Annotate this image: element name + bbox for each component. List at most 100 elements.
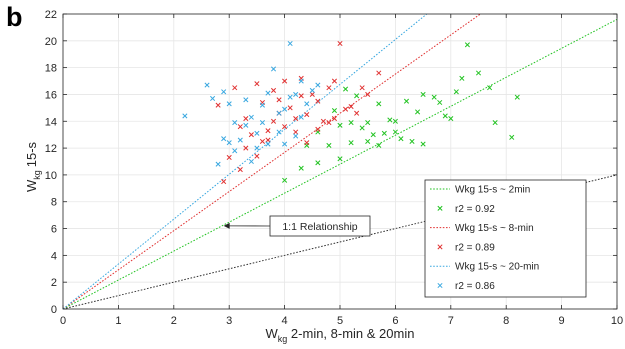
x-tick-label: 9 — [559, 315, 565, 327]
point-stroke-b — [287, 40, 293, 47]
y-tick-label: 10 — [45, 170, 57, 182]
point-stroke-b — [282, 177, 288, 183]
data-point-series-2 — [232, 120, 238, 126]
point-stroke-b — [431, 94, 437, 100]
point-stroke-b — [459, 75, 465, 81]
point-stroke-b — [282, 141, 288, 147]
legend-marker-swatch-0 — [437, 205, 443, 211]
x-tick-label: 7 — [448, 315, 454, 327]
point-stroke-b — [354, 93, 360, 99]
data-point-series-0 — [354, 93, 360, 99]
y-tick-label: 22 — [45, 9, 57, 21]
data-point-series-1 — [232, 85, 238, 91]
data-point-series-1 — [221, 179, 227, 185]
point-stroke-b — [232, 85, 238, 91]
data-point-series-1 — [326, 120, 332, 126]
data-point-series-2 — [298, 114, 304, 120]
point-stroke-b — [437, 99, 443, 106]
point-stroke-b — [259, 120, 265, 126]
fit-line-2 — [63, 14, 428, 309]
point-stroke-b — [370, 132, 376, 138]
point-stroke-b — [348, 120, 354, 126]
y-tick-label: 4 — [51, 250, 57, 262]
point-stroke-b — [276, 97, 282, 103]
data-point-series-0 — [442, 113, 448, 119]
data-point-series-1 — [331, 116, 338, 122]
point-stroke-b — [248, 132, 254, 138]
data-point-series-0 — [376, 142, 382, 148]
point-stroke-b — [392, 118, 398, 124]
point-stroke-b — [226, 140, 232, 146]
point-stroke-b — [365, 91, 371, 98]
point-stroke-b — [243, 97, 249, 103]
legend-marker-b — [437, 282, 443, 289]
legend-r2-label-2: r2 = 0.86 — [455, 281, 495, 292]
point-stroke-b — [304, 101, 310, 107]
point-stroke-b — [309, 91, 315, 98]
data-point-series-2 — [226, 101, 232, 107]
data-point-series-1 — [315, 98, 321, 104]
point-stroke-b — [215, 161, 221, 167]
point-stroke-b — [215, 102, 221, 108]
data-point-series-1 — [365, 91, 371, 98]
point-stroke-b — [293, 133, 299, 139]
y-tick-label: 0 — [51, 304, 57, 316]
data-point-series-2 — [276, 110, 282, 116]
point-stroke-b — [387, 117, 393, 123]
data-point-series-0 — [398, 136, 404, 142]
data-point-series-0 — [337, 156, 343, 162]
data-point-series-0 — [409, 138, 415, 144]
data-point-series-2 — [293, 133, 299, 139]
data-point-series-1 — [326, 85, 332, 91]
data-point-series-0 — [392, 129, 398, 135]
point-stroke-b — [254, 81, 260, 87]
point-stroke-b — [348, 140, 354, 146]
point-stroke-b — [293, 129, 299, 135]
point-stroke-b — [365, 138, 371, 144]
data-point-series-2 — [254, 130, 260, 136]
data-point-series-0 — [415, 109, 421, 115]
y-axis-label-main: W — [24, 179, 39, 192]
data-point-series-1 — [331, 78, 338, 84]
data-point-series-0 — [326, 142, 332, 148]
point-stroke-b — [221, 136, 227, 142]
data-point-series-0 — [376, 101, 382, 107]
x-axis-label-sub: kg — [278, 334, 288, 344]
point-stroke-b — [320, 118, 326, 124]
data-point-series-1 — [237, 166, 243, 173]
point-stroke-b — [282, 78, 288, 84]
point-stroke-b — [398, 136, 404, 142]
data-point-series-2 — [265, 90, 271, 96]
legend-fit-label-0: Wkg 15-s ~ 2min — [455, 185, 530, 196]
x-tick-label: 5 — [337, 315, 343, 327]
point-stroke-b — [265, 141, 271, 147]
data-point-series-0 — [403, 98, 410, 104]
data-point-series-1 — [320, 118, 326, 124]
legend: Wkg 15-s ~ 2min r2 = 0.92 Wkg 15-s ~ 8-min… — [424, 179, 587, 298]
point-stroke-b — [492, 120, 498, 126]
data-point-series-2 — [282, 141, 288, 147]
y-tick-label: 20 — [45, 36, 57, 48]
y-tick-label: 12 — [45, 143, 57, 155]
data-point-series-2 — [309, 87, 315, 93]
point-stroke-b — [475, 70, 482, 76]
panel-letter: b — [6, 2, 23, 32]
point-stroke-b — [315, 126, 321, 132]
point-stroke-b — [204, 82, 210, 88]
y-tick-label: 16 — [45, 89, 57, 101]
data-point-series-0 — [331, 107, 338, 114]
data-point-series-1 — [237, 124, 243, 130]
data-point-series-0 — [475, 70, 482, 76]
data-point-series-0 — [348, 140, 354, 146]
point-stroke-b — [265, 90, 271, 96]
data-point-series-2 — [243, 97, 249, 103]
point-stroke-b — [348, 103, 354, 110]
point-stroke-b — [293, 116, 299, 122]
point-stroke-b — [331, 107, 338, 114]
data-point-series-1 — [298, 93, 304, 99]
data-point-series-1 — [315, 126, 321, 132]
data-point-series-0 — [348, 120, 354, 126]
data-point-series-1 — [265, 137, 271, 143]
point-stroke-b — [221, 179, 227, 185]
